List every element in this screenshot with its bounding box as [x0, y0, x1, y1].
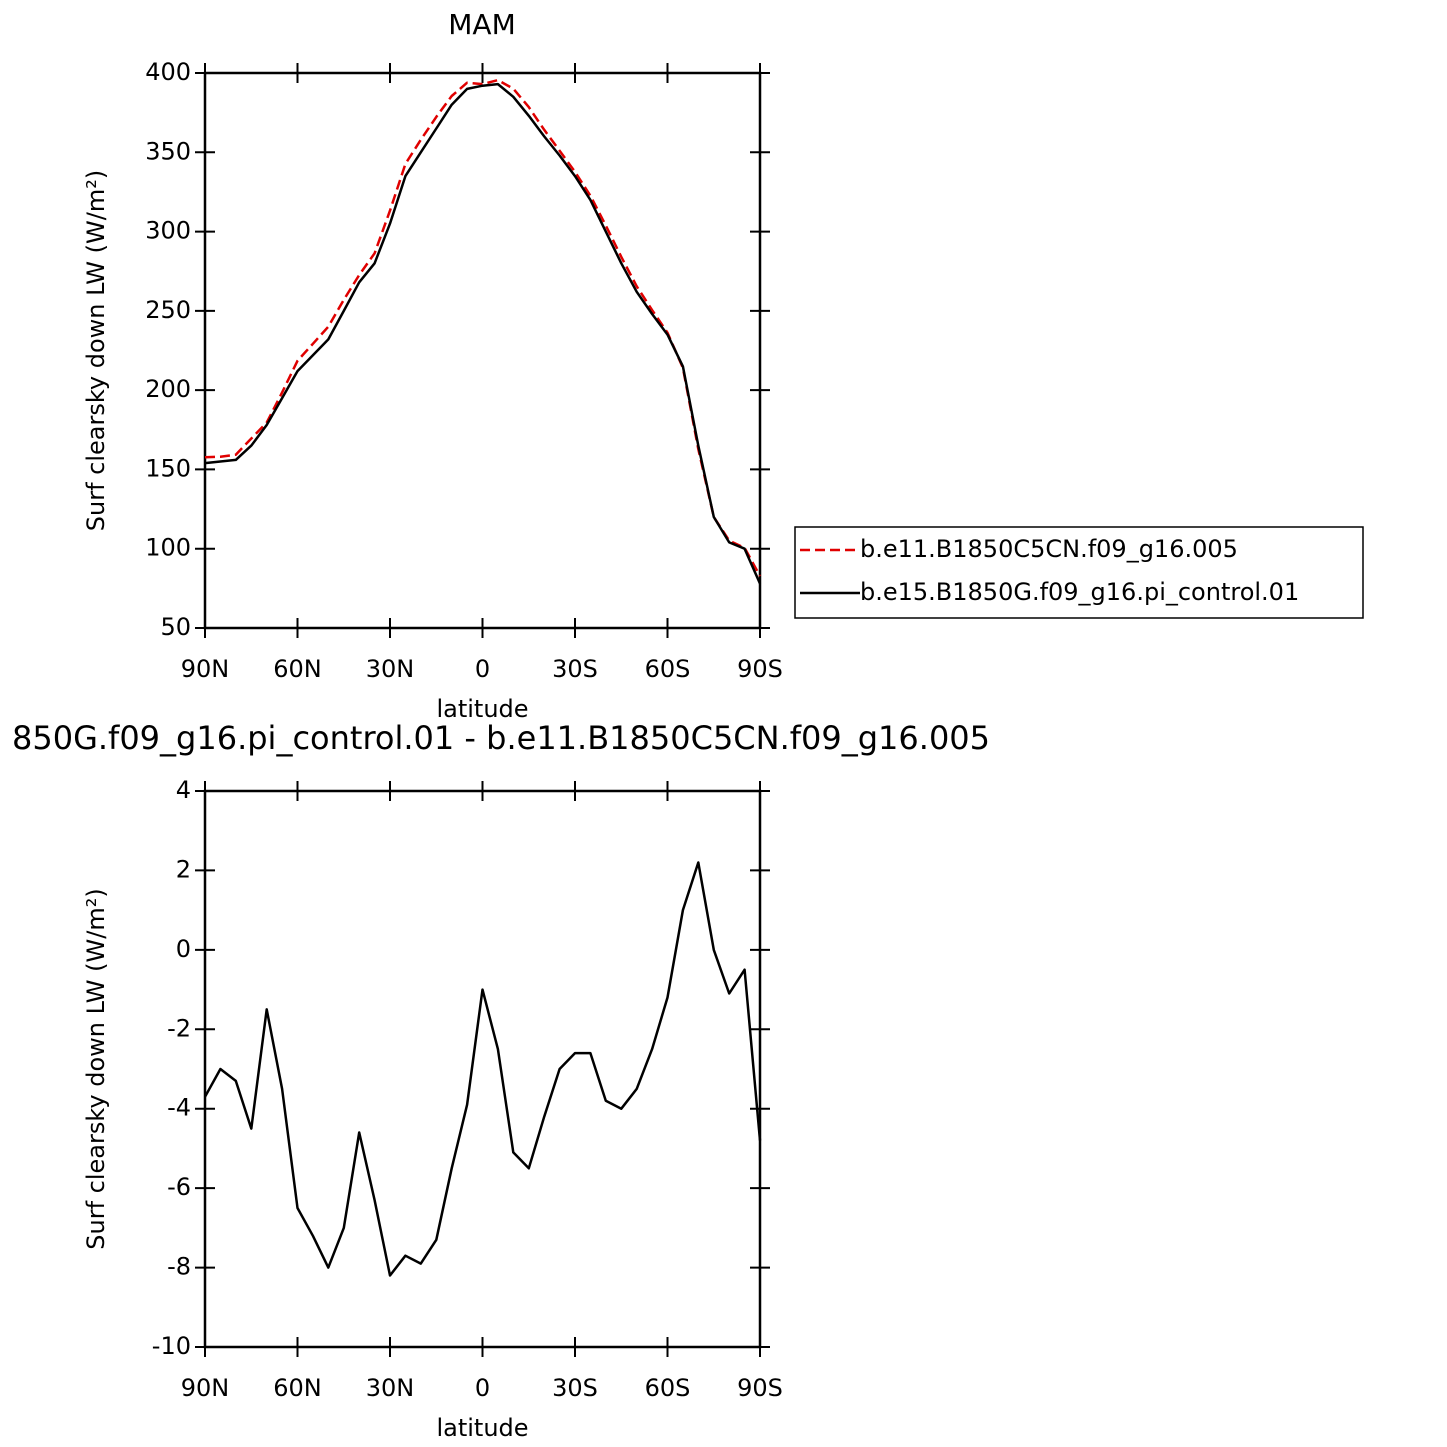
x-tick-label: 30S [552, 1374, 598, 1402]
x-tick-label: 30N [366, 1374, 415, 1402]
legend-label: b.e15.B1850G.f09_g16.pi_control.01 [860, 578, 1299, 606]
x-tick-label: 0 [475, 655, 490, 683]
y-tick-label: 400 [145, 58, 191, 86]
chart-title: MAM [448, 8, 515, 41]
chart-title: 850G.f09_g16.pi_control.01 - b.e11.B1850… [12, 719, 990, 757]
y-tick-label: 200 [145, 375, 191, 403]
y-tick-label: 4 [176, 776, 191, 804]
x-tick-label: 90S [737, 1374, 783, 1402]
y-tick-label: -10 [152, 1332, 191, 1360]
data-line [203, 861, 762, 1277]
y-tick-label: -4 [167, 1094, 191, 1122]
x-tick-label: 90S [737, 655, 783, 683]
y-tick-label: 100 [145, 534, 191, 562]
x-tick-label: 0 [475, 1374, 490, 1402]
plot-frame [203, 789, 762, 1349]
y-axis-label: Surf clearsky down LW (W/m²) [82, 888, 110, 1249]
data-line [204, 78, 762, 577]
x-tick-label: 60S [645, 655, 691, 683]
x-tick-label: 30S [552, 655, 598, 683]
x-tick-label: 30N [366, 655, 415, 683]
y-tick-label: 250 [145, 296, 191, 324]
y-tick-label: -6 [167, 1173, 191, 1201]
x-tick-label: 90N [181, 1374, 230, 1402]
y-tick-label: 300 [145, 217, 191, 245]
x-tick-label: 60N [273, 1374, 322, 1402]
legend-label: b.e11.B1850C5CN.f09_g16.005 [860, 535, 1238, 563]
y-tick-label: -2 [167, 1014, 191, 1042]
data-line [204, 82, 762, 585]
x-tick-label: 60S [645, 1374, 691, 1402]
y-tick-label: 150 [145, 454, 191, 482]
y-tick-label: 2 [176, 855, 191, 883]
y-tick-label: -8 [167, 1253, 191, 1281]
y-tick-label: 350 [145, 137, 191, 165]
x-tick-label: 60N [273, 655, 322, 683]
x-tick-label: 90N [181, 655, 230, 683]
legend-box [794, 526, 1364, 619]
x-axis-label: latitude [436, 695, 528, 723]
y-tick-label: 50 [160, 613, 191, 641]
plot-frame [203, 71, 762, 630]
y-axis-label: Surf clearsky down LW (W/m²) [82, 170, 110, 531]
x-axis-label: latitude [436, 1414, 528, 1442]
y-tick-label: 0 [176, 935, 191, 963]
